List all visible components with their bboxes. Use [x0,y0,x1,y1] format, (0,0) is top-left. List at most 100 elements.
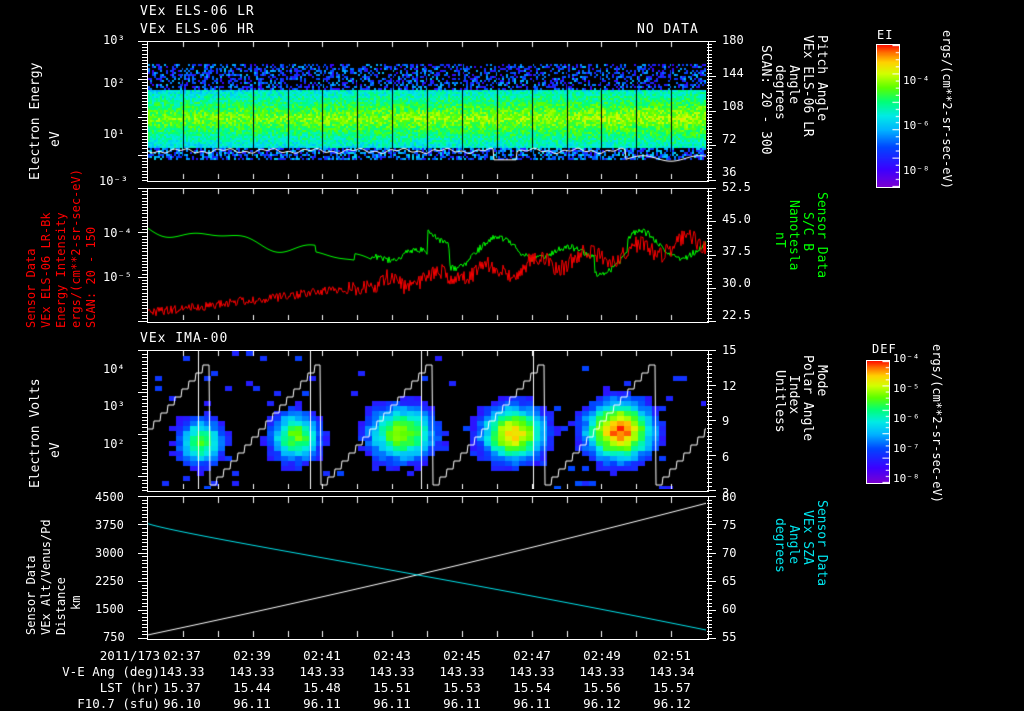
panel4-ytick-3: 2250 [95,574,124,588]
panel3-right-ytick-1: 12 [722,379,737,393]
panel4-ytick-5: 750 [103,630,125,644]
panel4-left-axis-label-line2: VEx Alt/Venus/Pd [39,519,53,635]
bottom-cell-r2-c6: 15.56 [583,680,621,695]
panel1-left-axis-label-line2: eV [48,131,63,147]
panel1-plot-area[interactable] [147,41,709,182]
panel4-left-axis-label-line3: Distance [54,577,68,635]
panel4-ytick-1: 3750 [95,518,124,532]
panel4-left-axis-label-line4: km [69,595,83,610]
colorbar-def[interactable] [866,360,890,484]
bottom-row-label-3: F10.7 (sfu) [77,696,160,711]
panel2-right-axis-label-line3: Nanotesla [786,200,801,271]
bottom-cell-r2-c2: 15.48 [303,680,341,695]
panel1-right-axis-label-line3: Angle [786,65,801,105]
bottom-cell-r0-c2: 02:41 [303,648,341,663]
colorbar-def-tick-4: 10⁻⁸ [893,472,920,485]
panel4-right-ytick-2: 70 [722,546,737,560]
bottom-cell-r0-c0: 02:37 [163,648,201,663]
panel1-right-ytick-4: 36 [722,165,737,179]
panel4-right-axis-label-line2: VEx SZA [800,510,815,565]
panel4-right-axis-label-line1: Sensor Data [814,500,829,587]
panel3-title: VEx IMA-00 [140,331,229,346]
panel1-ytick-2: 10¹ [103,127,125,141]
panel1-ytick-3: 10⁻³ [99,174,128,188]
bottom-cell-r1-c7: 143.34 [649,664,695,679]
panel4-ytick-4: 1500 [95,602,124,616]
panel1-right-axis-label-line1: Pitch Angle [814,35,829,122]
panel2-left-axis-label-line1: Sensor Data [24,248,38,328]
panel3-left-axis-label-line1: Electron Volts [28,378,43,488]
panel1-left-axis-label-line1: Electron Energy [28,62,43,180]
bottom-cell-r2-c0: 15.37 [163,680,201,695]
panel4-right-ytick-0: 80 [722,490,737,504]
panel2-ytick-2: 10⁻⁵ [103,270,132,284]
panel2-left-axis-label-line3: Energy Intensity [54,212,68,328]
colorbar-ei-tick-0: 10⁻⁴ [903,74,930,87]
colorbar-def-label: DEF [872,342,897,356]
bottom-cell-r3-c2: 96.11 [303,696,341,711]
panel1-ytick-0: 10³ [103,33,125,47]
panel3-ytick-0: 10⁴ [103,362,125,376]
panel2-left-axis-label-line2: VEx ELS-06 LR-Bk [39,212,53,328]
panel3-right-axis-label-line3: Index [786,375,801,415]
bottom-row-label-1: V-E Ang (deg) [62,664,160,679]
panel3-right-axis-label-line2: Polar Angle [800,355,815,442]
panel4-plot-area[interactable] [147,496,709,640]
colorbar-ei-unit: ergs/(cm**2-sr-sec-eV) [940,30,954,189]
axis-tick-ladder [707,188,716,322]
panel2-left-axis-label: Sensor Data VEx ELS-06 LR-Bk Energy Inte… [24,169,144,332]
panel3-left-axis-label-line2: eV [48,442,63,458]
bottom-cell-r1-c1: 143.33 [229,664,275,679]
panel1-title-lr: VEx ELS-06 LR [140,4,255,19]
bottom-cell-r2-c3: 15.51 [373,680,411,695]
panel3-left-axis-label: Electron Volts eV [26,352,72,488]
axis-tick-ladder [138,188,147,322]
panel2-right-axis-label-line2: S/C B [800,212,815,252]
colorbar-def-tick-2: 10⁻⁶ [893,412,920,425]
panel1-right-axis-label-line5: SCAN: 20 - 300 [758,45,773,155]
panel4-right-ytick-4: 60 [722,602,737,616]
bottom-cell-r3-c0: 96.10 [163,696,201,711]
panel3-ytick-1: 10³ [103,399,125,413]
panel3-plot-area[interactable] [147,350,709,492]
panel1-right-ytick-3: 72 [722,132,737,146]
bottom-cell-r3-c4: 96.11 [443,696,481,711]
bottom-cell-r1-c2: 143.33 [299,664,345,679]
panel3-right-axis-label-line1: Mode [814,365,829,397]
bottom-cell-r0-c5: 02:47 [513,648,551,663]
panel1-right-ytick-2: 108 [722,99,744,113]
panel2-left-axis-label-line5: SCAN: 20 - 150 [84,226,98,328]
bottom-cell-r2-c5: 15.54 [513,680,551,695]
panel2-right-axis-label-line4: nT [772,232,787,248]
axis-tick-ladder [138,496,147,639]
panel1-right-ytick-1: 144 [722,66,744,80]
panel4-right-ytick-1: 75 [722,518,737,532]
colorbar-ei-label: EI [877,28,894,42]
colorbar-ei[interactable] [876,44,900,188]
bottom-cell-r0-c7: 02:51 [653,648,691,663]
panel3-right-ytick-3: 6 [722,450,730,464]
panel1-no-data-note: NO DATA [637,22,699,37]
axis-tick-ladder [138,350,147,491]
bottom-cell-r1-c0: 143.33 [159,664,205,679]
panel2-plot-area[interactable] [147,188,709,323]
panel2-right-ytick-2: 37.5 [722,244,751,258]
bottom-cell-r3-c3: 96.11 [373,696,411,711]
panel1-title-hr: VEx ELS-06 HR [140,22,255,37]
axis-tick-ladder [707,41,716,181]
panel4-right-axis-label-line3: Angle [786,525,801,565]
panel1-right-ytick-0: 180 [722,33,744,47]
axis-tick-ladder [707,496,716,639]
panel4-left-axis-label: Sensor Data VEx Alt/Venus/Pd Distance km [24,500,94,635]
panel1-left-axis-label: Electron Energy eV [26,41,72,180]
colorbar-ei-tick-2: 10⁻⁸ [903,164,930,177]
bottom-row-label-0: 2011/173 [99,648,160,663]
panel2-ytick-1: 10⁻⁴ [103,226,132,240]
colorbar-def-tick-0: 10⁻⁴ [893,352,920,365]
panel4-right-ytick-5: 55 [722,630,737,644]
bottom-cell-r1-c4: 143.33 [439,664,485,679]
panel3-right-axis-label-line4: Unitless [772,370,787,433]
panel3-right-ytick-2: 9 [722,414,730,428]
panel2-right-ytick-0: 52.5 [722,180,751,194]
panel3-right-ytick-4: 3 [722,486,730,500]
